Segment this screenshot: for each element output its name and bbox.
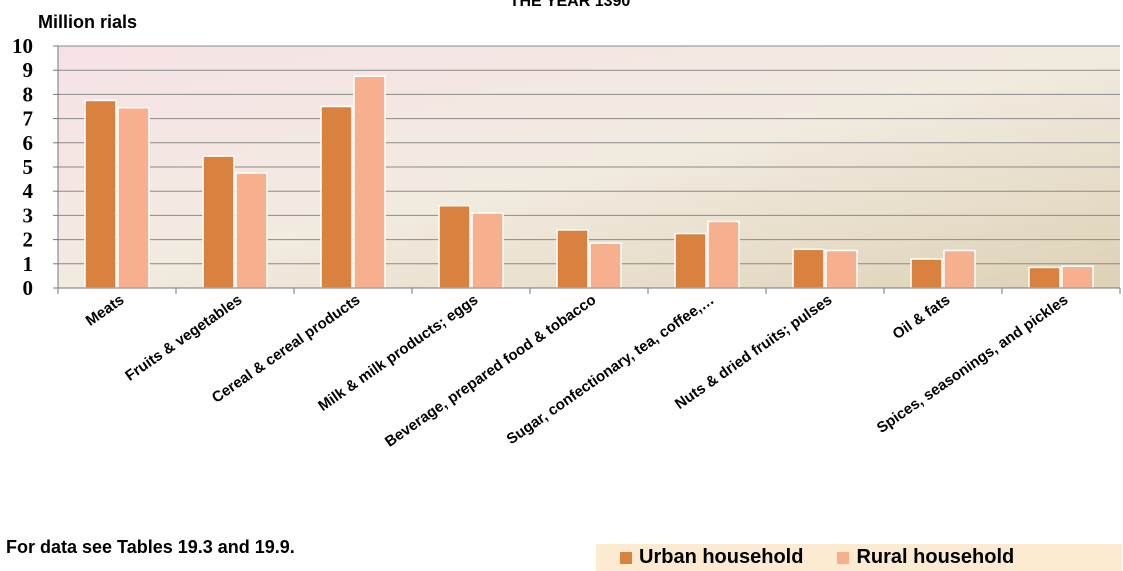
bar-rural [943, 249, 976, 289]
y-tick-label: 6 [23, 131, 34, 155]
legend-item-urban: Urban household [620, 546, 803, 569]
x-tick-label: Meats [83, 291, 128, 329]
bar-urban [202, 155, 235, 289]
footnote: For data see Tables 19.3 and 19.9. [6, 537, 295, 557]
legend-label-rural: Rural household [856, 546, 1015, 568]
x-tick-label: Sugar, confectionary, tea, coffee,… [504, 291, 718, 448]
bar-urban [84, 99, 117, 289]
bar-rural [235, 172, 268, 289]
bar-urban [438, 204, 471, 289]
y-tick-label: 9 [23, 58, 34, 82]
bar-urban [792, 248, 825, 289]
x-tick-label: Oil & fats [890, 291, 954, 343]
y-tick-label: 0 [23, 276, 34, 300]
legend-swatch-rural [837, 551, 850, 564]
bar-rural [471, 212, 504, 289]
bar-rural [353, 75, 386, 289]
bar-urban [556, 229, 589, 289]
bar-urban [320, 105, 353, 289]
legend-swatch-urban [620, 551, 632, 564]
bar-rural [589, 242, 622, 289]
chart-title: THE YEAR 1390 [510, 0, 631, 10]
bar-rural [825, 249, 858, 289]
y-tick-label: 1 [23, 252, 34, 276]
y-tick-label: 10 [12, 34, 33, 58]
y-tick-label: 5 [23, 155, 34, 179]
legend: Urban household Rural household [596, 544, 1122, 571]
bar-rural [707, 220, 740, 289]
x-tick-label: Beverage, prepared food & tobacco [382, 291, 599, 450]
y-tick-label: 3 [23, 203, 34, 227]
bar-urban [1028, 266, 1061, 289]
y-tick-label: 7 [23, 107, 34, 131]
legend-item-rural: Rural household [837, 546, 1014, 569]
y-axis-label: Million rials [38, 12, 137, 32]
y-tick-label: 4 [23, 179, 34, 203]
y-tick-label: 8 [23, 82, 34, 106]
bar-urban [674, 232, 707, 289]
bar-urban [910, 258, 943, 289]
x-tick-label: Fruits & vegetables [122, 291, 245, 384]
bar-rural [117, 106, 150, 289]
bar-rural [1061, 265, 1094, 289]
x-tick-label: Spices, seasonings, and pickles [874, 291, 1072, 436]
y-tick-label: 2 [23, 228, 34, 252]
legend-label-urban: Urban household [639, 546, 804, 568]
